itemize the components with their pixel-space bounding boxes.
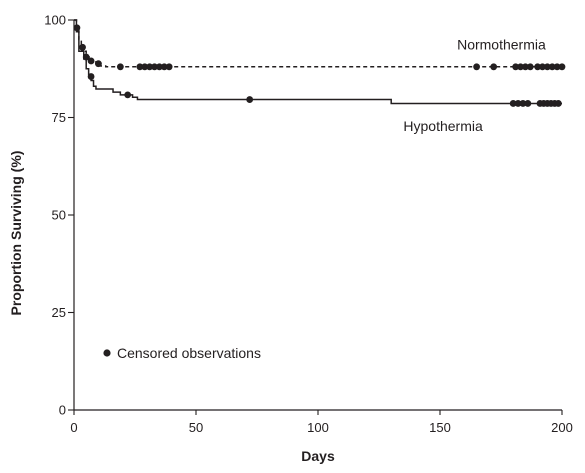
normothermia-censor-point <box>79 43 86 51</box>
x-tick-label: 50 <box>189 420 203 435</box>
normothermia-censor-point <box>512 63 520 71</box>
hypothermia-censor-point <box>524 100 532 107</box>
y-tick-label: 25 <box>52 305 66 320</box>
normothermia-censor-point <box>160 63 168 71</box>
x-tick-label: 0 <box>70 420 77 435</box>
hypothermia-censor-point <box>124 91 132 99</box>
series-layer <box>73 19 566 107</box>
normothermia-censor-point <box>553 63 561 71</box>
normothermia-censor-point <box>116 63 124 71</box>
normothermia-censor-point <box>558 63 566 71</box>
y-tick-label: 75 <box>52 110 66 125</box>
x-axis-title: Days <box>301 448 335 464</box>
hypothermia-censor-point <box>246 96 254 103</box>
hypothermia-censor-point <box>509 100 517 107</box>
hypothermia-censor-point <box>519 100 527 107</box>
normothermia-censor-point <box>490 63 498 71</box>
normothermia-censor-point <box>526 63 534 71</box>
normothermia-censor-point <box>95 60 102 68</box>
hypothermia-label: Hypothermia <box>403 118 483 134</box>
y-axis-title: Proportion Surviving (%) <box>8 151 24 316</box>
series-labels: Normothermia Hypothermia <box>403 36 546 134</box>
y-ticks: 0 25 50 75 100 <box>44 13 74 418</box>
y-tick-label: 0 <box>59 403 66 418</box>
normothermia-censor-point <box>151 63 158 71</box>
legend-label: Censored observations <box>117 345 261 361</box>
normothermia-censor-point <box>539 63 546 71</box>
normothermia-censor-point <box>548 63 556 71</box>
hypothermia-censor-point <box>514 100 522 107</box>
x-tick-label: 100 <box>307 420 329 435</box>
x-tick-label: 150 <box>429 420 451 435</box>
normothermia-censor-point <box>146 63 154 71</box>
normothermia-censor-point <box>517 63 524 71</box>
normothermia-censor-point <box>165 63 173 71</box>
x-ticks: 0 50 100 150 200 <box>70 410 573 435</box>
normothermia-label: Normothermia <box>457 36 546 52</box>
normothermia-censor-point <box>543 63 551 71</box>
y-tick-label: 50 <box>52 208 66 223</box>
hypothermia-censor-point <box>87 73 95 80</box>
legend-marker <box>103 349 111 357</box>
normothermia-censor-point <box>522 63 529 71</box>
y-tick-label: 100 <box>44 13 66 28</box>
normothermia-censor-point <box>87 57 95 65</box>
normothermia-censor-point <box>473 63 480 71</box>
normothermia-censor-point <box>534 63 541 71</box>
legend: Censored observations <box>103 345 261 361</box>
x-tick-label: 200 <box>551 420 573 435</box>
hypothermia-curve <box>74 19 562 105</box>
normothermia-censor-point <box>141 63 149 71</box>
hypothermia-censor-point <box>554 100 562 107</box>
normothermia-censor-point <box>156 63 163 71</box>
normothermia-censor-point <box>136 63 144 71</box>
